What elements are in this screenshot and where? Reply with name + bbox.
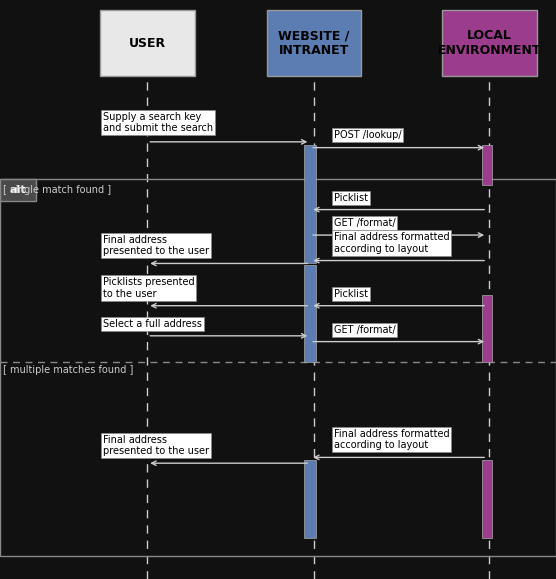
Text: Final address formatted
according to layout: Final address formatted according to lay… (334, 232, 449, 254)
Bar (304, 145, 316, 263)
Text: Picklists presented
to the user: Picklists presented to the user (103, 277, 195, 299)
Text: alt: alt (10, 185, 26, 196)
Text: POST /lookup/: POST /lookup/ (334, 130, 401, 140)
Bar (100, 10, 195, 76)
Bar (482, 460, 492, 538)
Text: [ multiple matches found ]: [ multiple matches found ] (3, 365, 133, 375)
Text: Supply a search key
and submit the search: Supply a search key and submit the searc… (103, 112, 213, 133)
Bar (482, 295, 492, 362)
Text: Final address formatted
according to layout: Final address formatted according to lay… (334, 429, 449, 450)
Text: Select a full address: Select a full address (103, 319, 202, 329)
Bar (442, 10, 537, 76)
Bar (482, 145, 492, 185)
Text: GET /format/: GET /format/ (334, 218, 395, 228)
Bar (304, 460, 316, 538)
Text: [ single match found ]: [ single match found ] (3, 185, 111, 195)
Text: USER: USER (129, 36, 166, 50)
Text: GET /format/: GET /format/ (334, 325, 395, 335)
Text: Picklist: Picklist (334, 193, 368, 203)
Bar (0, 179, 36, 201)
Text: Picklist: Picklist (334, 289, 368, 299)
Text: Final address
presented to the user: Final address presented to the user (103, 435, 209, 456)
Text: LOCAL
ENVIRONMENT: LOCAL ENVIRONMENT (438, 29, 541, 57)
Text: WEBSITE /
INTRANET: WEBSITE / INTRANET (279, 29, 350, 57)
Text: Final address
presented to the user: Final address presented to the user (103, 235, 209, 256)
Bar (304, 265, 316, 362)
Bar (267, 10, 361, 76)
Bar (0, 179, 556, 556)
